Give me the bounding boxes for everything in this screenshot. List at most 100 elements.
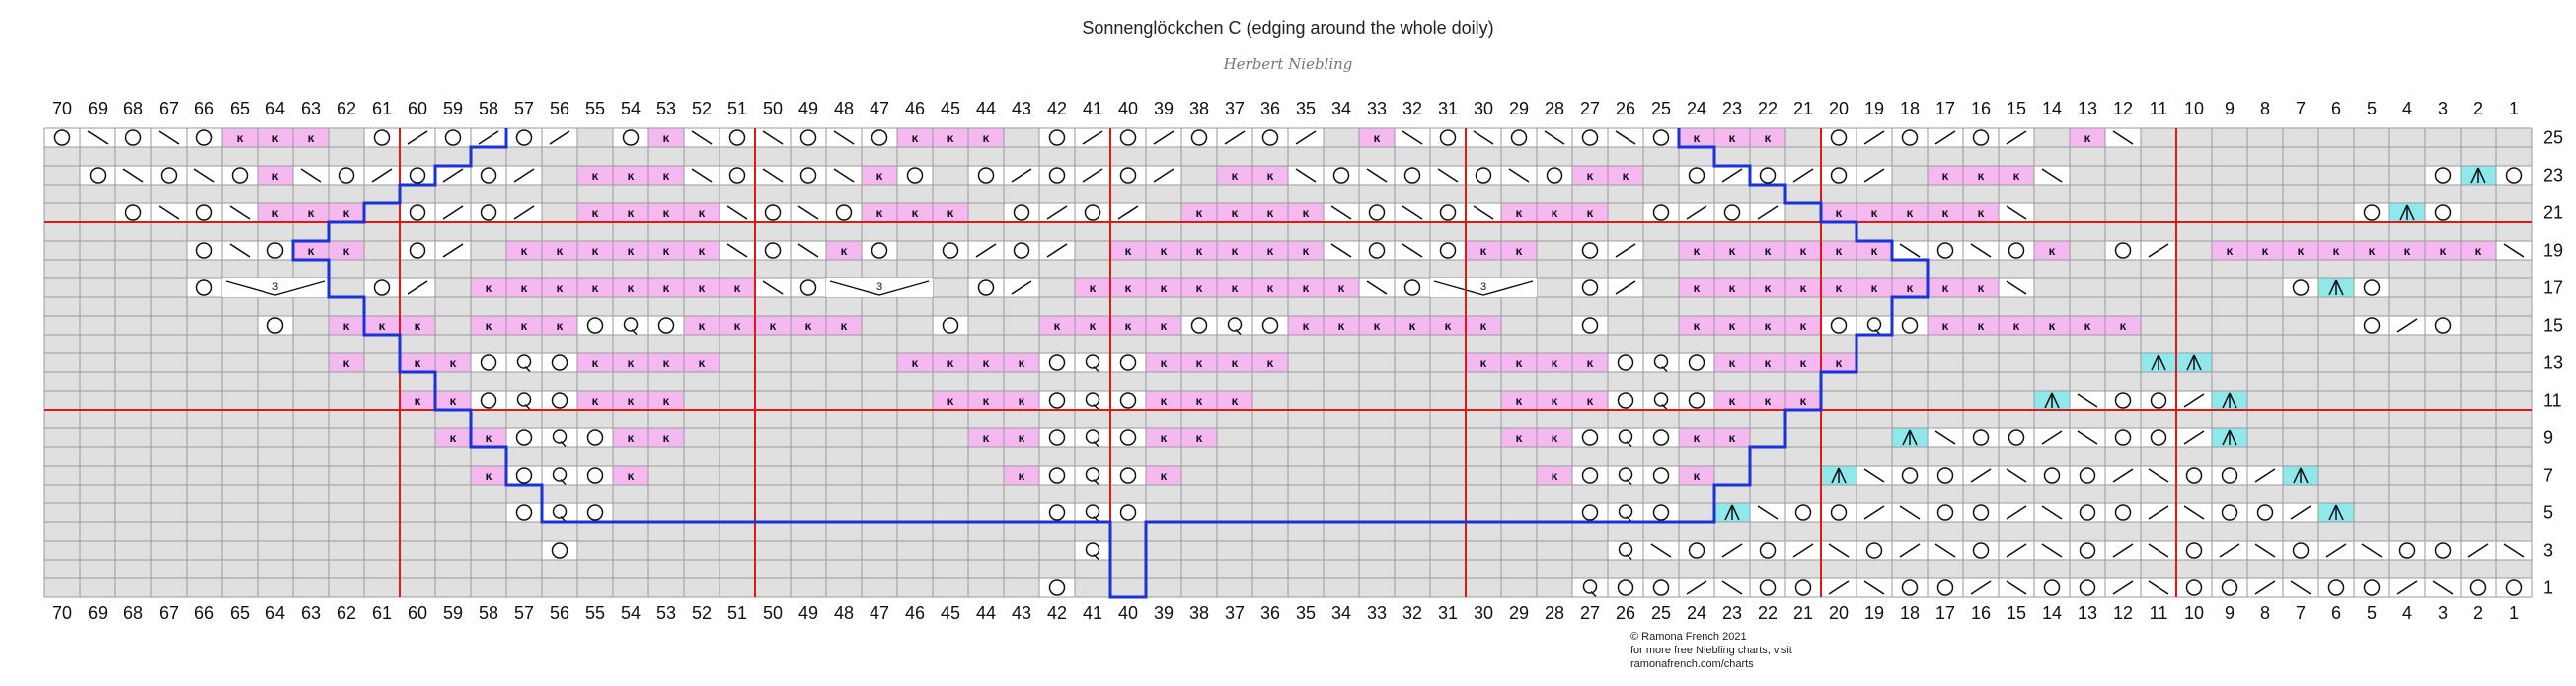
credits-url-text[interactable]: ramonafrench.com/charts xyxy=(1630,658,1754,670)
stitch-cell xyxy=(1146,241,1181,260)
knit-symbol: ĸ xyxy=(2049,244,2056,258)
knit-symbol: ĸ xyxy=(663,206,670,220)
knit-symbol: ĸ xyxy=(1125,244,1132,258)
ssk-symbol xyxy=(2361,543,2383,558)
column-label-top: 43 xyxy=(1012,99,1031,118)
column-label-top: 56 xyxy=(550,99,569,118)
stitch-cell xyxy=(1181,203,1217,222)
column-label-bottom: 47 xyxy=(870,603,889,623)
yarn-over-symbol xyxy=(1403,167,1421,184)
stitch-cell xyxy=(613,166,648,185)
column-label-bottom: 2 xyxy=(2473,603,2483,623)
knit-symbol: ĸ xyxy=(1907,206,1914,220)
cluster-symbol xyxy=(1433,280,1534,296)
stitch-cell xyxy=(1537,166,1572,185)
knit-symbol: ĸ xyxy=(628,394,635,408)
yarn-over-symbol xyxy=(586,317,604,334)
cluster-symbol xyxy=(829,280,930,296)
copyright-text: © Ramona French 2021 xyxy=(1630,631,1747,643)
knit-symbol: ĸ xyxy=(663,356,670,370)
stitch-cell xyxy=(1075,428,1110,447)
knit-symbol: ĸ xyxy=(272,206,279,220)
knit-symbol: ĸ xyxy=(1871,206,1878,220)
stitch-cell xyxy=(897,166,933,185)
column-label-bottom: 13 xyxy=(2078,603,2097,623)
knit-symbol: ĸ xyxy=(1125,281,1132,295)
yarn-over-symbol xyxy=(622,129,640,146)
stitch-cell xyxy=(1252,166,1288,185)
stitch-cell xyxy=(720,128,755,147)
stitch-cell xyxy=(1004,353,1039,372)
stitch-cell xyxy=(648,428,684,447)
column-label-top: 66 xyxy=(194,99,214,118)
k2tog-symbol xyxy=(2006,505,2027,520)
stitch-cell xyxy=(506,428,542,447)
stitch-cell xyxy=(613,428,648,447)
knit-symbol: ĸ xyxy=(1800,394,1807,408)
row-label: 7 xyxy=(2543,466,2553,486)
stitch-cell xyxy=(1608,391,1643,410)
stitch-cell xyxy=(471,466,506,485)
column-label-bottom: 57 xyxy=(514,603,534,623)
column-label-bottom: 45 xyxy=(941,603,960,623)
knit-symbol: ĸ xyxy=(415,319,421,333)
knit-symbol: ĸ xyxy=(983,131,990,145)
yarn-over-symbol xyxy=(444,129,462,146)
knit-symbol: ĸ xyxy=(557,281,564,295)
knit-symbol: ĸ xyxy=(1196,431,1203,445)
knit-symbol: ĸ xyxy=(1694,431,1701,445)
yarn-over-symbol xyxy=(1048,392,1066,409)
twisted-knit-symbol xyxy=(1085,354,1100,369)
stitch-cell xyxy=(258,241,293,260)
yarn-over-symbol xyxy=(1190,317,1208,334)
k2tog-symbol xyxy=(1615,243,1636,258)
double-decrease-left xyxy=(2222,429,2231,446)
stitch-cell xyxy=(613,391,648,410)
double-decrease-left xyxy=(2293,467,2302,484)
yarn-over-symbol xyxy=(409,167,426,184)
column-label-bottom: 21 xyxy=(1793,603,1813,623)
yarn-over-symbol xyxy=(1048,579,1066,596)
knit-symbol: ĸ xyxy=(1942,319,1949,333)
yarn-over-symbol xyxy=(1581,317,1599,334)
yarn-over-symbol xyxy=(1723,204,1741,221)
knit-symbol: ĸ xyxy=(628,356,635,370)
ssk-symbol xyxy=(1508,168,1530,183)
ssk-symbol xyxy=(2041,543,2063,558)
column-label-top: 38 xyxy=(1189,99,1209,118)
column-label-bottom: 50 xyxy=(763,603,783,623)
stitch-cell xyxy=(1537,391,1572,410)
stitch-cell xyxy=(471,203,506,222)
stitch-cell xyxy=(897,353,933,372)
stitch-cell xyxy=(1679,541,1714,560)
knit-symbol: ĸ xyxy=(1694,469,1701,483)
double-decrease-right xyxy=(1838,467,1847,484)
column-label-bottom: 62 xyxy=(337,603,356,623)
yarn-over-symbol xyxy=(1368,242,1386,259)
ssk-symbol xyxy=(726,243,748,258)
knit-symbol: ĸ xyxy=(1587,169,1594,183)
yarn-over-symbol xyxy=(1013,242,1030,259)
yarn-over-symbol xyxy=(195,129,213,146)
ssk-symbol xyxy=(1934,543,1956,558)
knit-symbol: ĸ xyxy=(947,394,954,408)
cluster-cell xyxy=(1430,278,1537,297)
stitch-cell xyxy=(2070,578,2105,597)
column-label-top: 67 xyxy=(159,99,179,118)
row-label: 21 xyxy=(2543,203,2563,223)
stitch-cell xyxy=(684,316,720,335)
stitch-cell xyxy=(471,278,506,297)
ssk-symbol xyxy=(1544,130,1565,145)
ssk-symbol xyxy=(2006,205,2027,220)
stitch-cell xyxy=(1181,278,1217,297)
stitch-cell xyxy=(648,128,684,147)
stitch-cell xyxy=(1288,241,1324,260)
double-decrease-right xyxy=(2335,504,2344,521)
stitch-cell xyxy=(400,166,435,185)
stitch-cell xyxy=(542,241,577,260)
stitch-cell xyxy=(2105,428,2141,447)
double-decrease-left xyxy=(2186,354,2195,371)
stitch-cell xyxy=(1679,128,1714,147)
stitch-cell xyxy=(1181,428,1217,447)
yarn-over-symbol xyxy=(871,242,888,259)
